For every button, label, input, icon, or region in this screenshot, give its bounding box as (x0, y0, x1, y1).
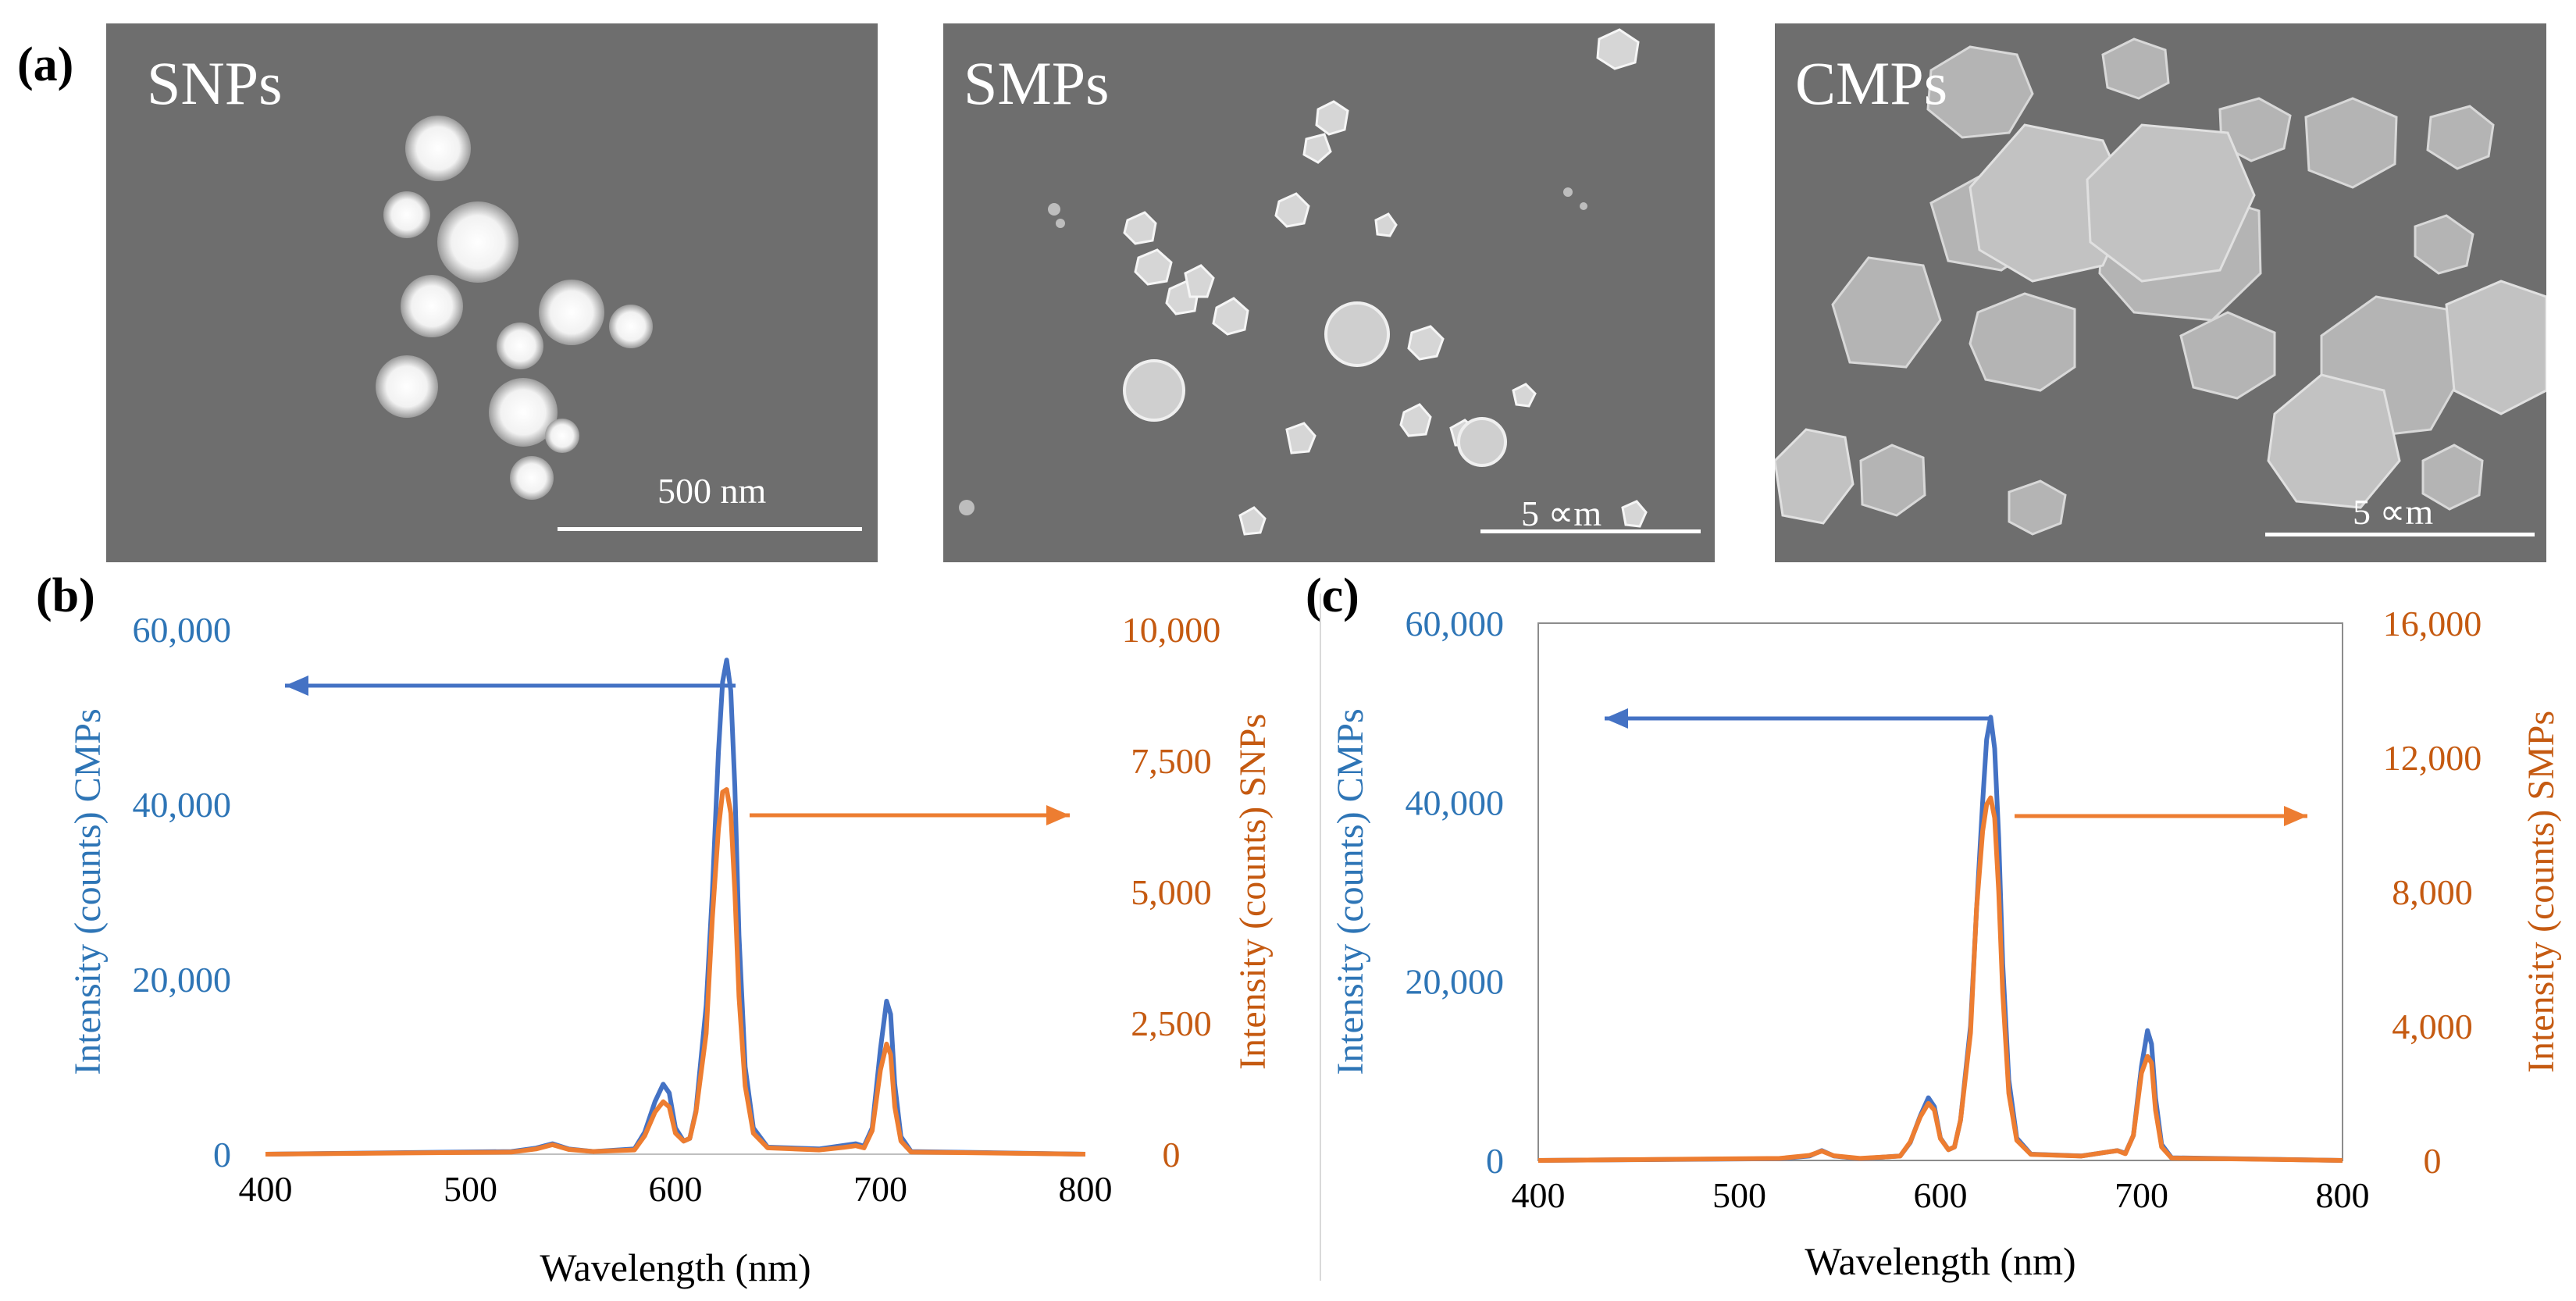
right-axis-arrow-b-head (1046, 805, 1070, 825)
sem-label-snps: SNPs (147, 49, 283, 117)
sem-label-smps: SMPs (964, 49, 1110, 117)
sem-label-cmps: CMPs (1795, 49, 1948, 117)
scale-bar-snps (558, 527, 862, 531)
x-tick-label-b: 800 (1059, 1169, 1113, 1209)
y-right-axis-title-c: Intensity (counts) SMPs (2521, 711, 2562, 1073)
y-right-tick-label-c: 12,000 (2383, 738, 2482, 778)
x-tick-label-c: 500 (1712, 1175, 1766, 1215)
sem-snps-particles (376, 116, 653, 500)
y-right-tick-label-b: 10,000 (1122, 610, 1221, 650)
y-right-tick-label-b: 0 (1163, 1135, 1181, 1174)
y-right-tick-label-c: 0 (2424, 1141, 2442, 1181)
y-right-tick-label-c: 8,000 (2392, 872, 2473, 912)
y-right-tick-label-b: 2,500 (1131, 1003, 1212, 1043)
y-left-tick-label-c: 20,000 (1406, 962, 1505, 1002)
series-line-CMPs-c (1537, 715, 2343, 1163)
x-axis-title-c: Wavelength (nm) (1805, 1239, 2075, 1283)
right-axis-arrow-c-head (2284, 806, 2307, 826)
sem-image-smps: SMPs 5 ∝m (943, 23, 1715, 562)
y-left-tick-label-b: 60,000 (133, 610, 232, 650)
scale-bar-cmps (2265, 533, 2535, 536)
scale-text-snps: 500 nm (657, 471, 767, 511)
x-tick-label-c: 700 (2115, 1175, 2168, 1215)
x-tick-label-c: 800 (2316, 1175, 2370, 1215)
sem-cmps-particles (1775, 37, 2546, 536)
x-tick-label-c: 600 (1914, 1175, 1968, 1215)
y-right-tick-label-b: 5,000 (1131, 872, 1212, 912)
y-right-axis-title-b: Intensity (counts) SNPs (1232, 714, 1274, 1070)
left-axis-arrow-b-head (285, 675, 308, 696)
y-right-tick-label-b: 7,500 (1131, 741, 1212, 781)
plot-frame-c (1537, 622, 2343, 1161)
scale-text-cmps: 5 ∝m (2353, 492, 2434, 532)
sem-smps-particles (959, 28, 1648, 536)
y-left-axis-title-b: Intensity (counts) CMPs (67, 708, 109, 1075)
scale-bar-smps (1480, 529, 1701, 533)
y-left-axis-title-c: Intensity (counts) CMPs (1330, 708, 1371, 1075)
x-tick-label-c: 400 (1512, 1175, 1566, 1215)
y-left-tick-label-b: 20,000 (133, 960, 232, 1000)
x-tick-label-b: 500 (444, 1169, 497, 1209)
panel-divider (1320, 593, 1321, 1281)
panel-c-label: (c) (1306, 569, 1359, 622)
panel-a-label: (a) (17, 38, 74, 91)
y-left-tick-label-c: 0 (1486, 1141, 1504, 1181)
sem-image-cmps: CMPs 5 ∝m (1775, 23, 2546, 562)
panel-b-label: (b) (36, 569, 95, 622)
x-tick-label-b: 700 (853, 1169, 907, 1209)
y-left-tick-label-c: 60,000 (1406, 604, 1505, 643)
series-line-SMPs-c (1537, 795, 2343, 1163)
y-right-tick-label-c: 4,000 (2392, 1007, 2473, 1046)
sem-image-snps: SNPs 500 nm (106, 23, 878, 562)
series-line-CMPs-b (265, 658, 1086, 1157)
y-left-tick-label-c: 40,000 (1406, 782, 1505, 822)
y-left-tick-label-b: 0 (213, 1135, 231, 1174)
y-right-tick-label-c: 16,000 (2383, 604, 2482, 643)
y-left-tick-label-b: 40,000 (133, 785, 232, 825)
x-tick-label-b: 600 (649, 1169, 703, 1209)
left-axis-arrow-c-head (1605, 708, 1628, 729)
scale-text-smps: 5 ∝m (1521, 494, 1602, 533)
x-tick-label-b: 400 (239, 1169, 293, 1209)
series-line-SNPs-b (265, 787, 1086, 1157)
x-axis-title-b: Wavelength (nm) (540, 1246, 811, 1289)
